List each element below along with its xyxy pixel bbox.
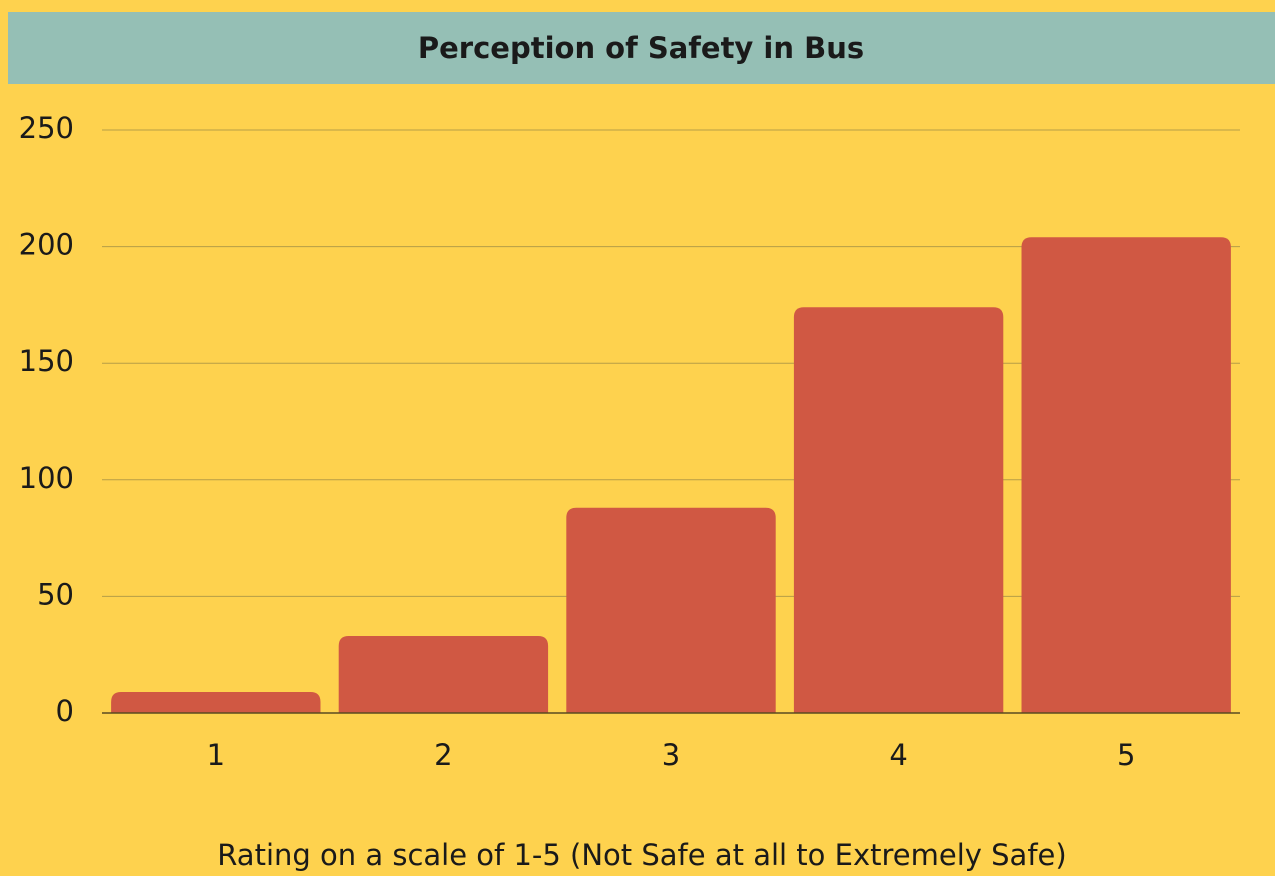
x-tick-label: 5 xyxy=(1117,738,1135,772)
x-axis-title: Rating on a scale of 1-5 (Not Safe at al… xyxy=(217,838,1066,872)
bar xyxy=(111,692,321,713)
bar xyxy=(338,636,549,713)
x-tick-label: 4 xyxy=(889,738,907,772)
y-tick-label: 100 xyxy=(19,461,74,495)
y-tick-label: 150 xyxy=(19,344,74,378)
title-band xyxy=(8,12,1275,84)
x-tick-label: 1 xyxy=(207,738,225,772)
bar xyxy=(793,307,1004,713)
y-tick-label: 0 xyxy=(56,694,74,728)
bar xyxy=(1021,237,1231,713)
y-tick-label: 200 xyxy=(19,228,74,262)
x-tick-label: 3 xyxy=(662,738,680,772)
y-tick-label: 250 xyxy=(19,111,74,145)
y-tick-label: 50 xyxy=(37,577,74,611)
chart-title: Perception of Safety in Bus xyxy=(418,31,864,65)
bar xyxy=(566,507,776,713)
x-tick-label: 2 xyxy=(434,738,452,772)
